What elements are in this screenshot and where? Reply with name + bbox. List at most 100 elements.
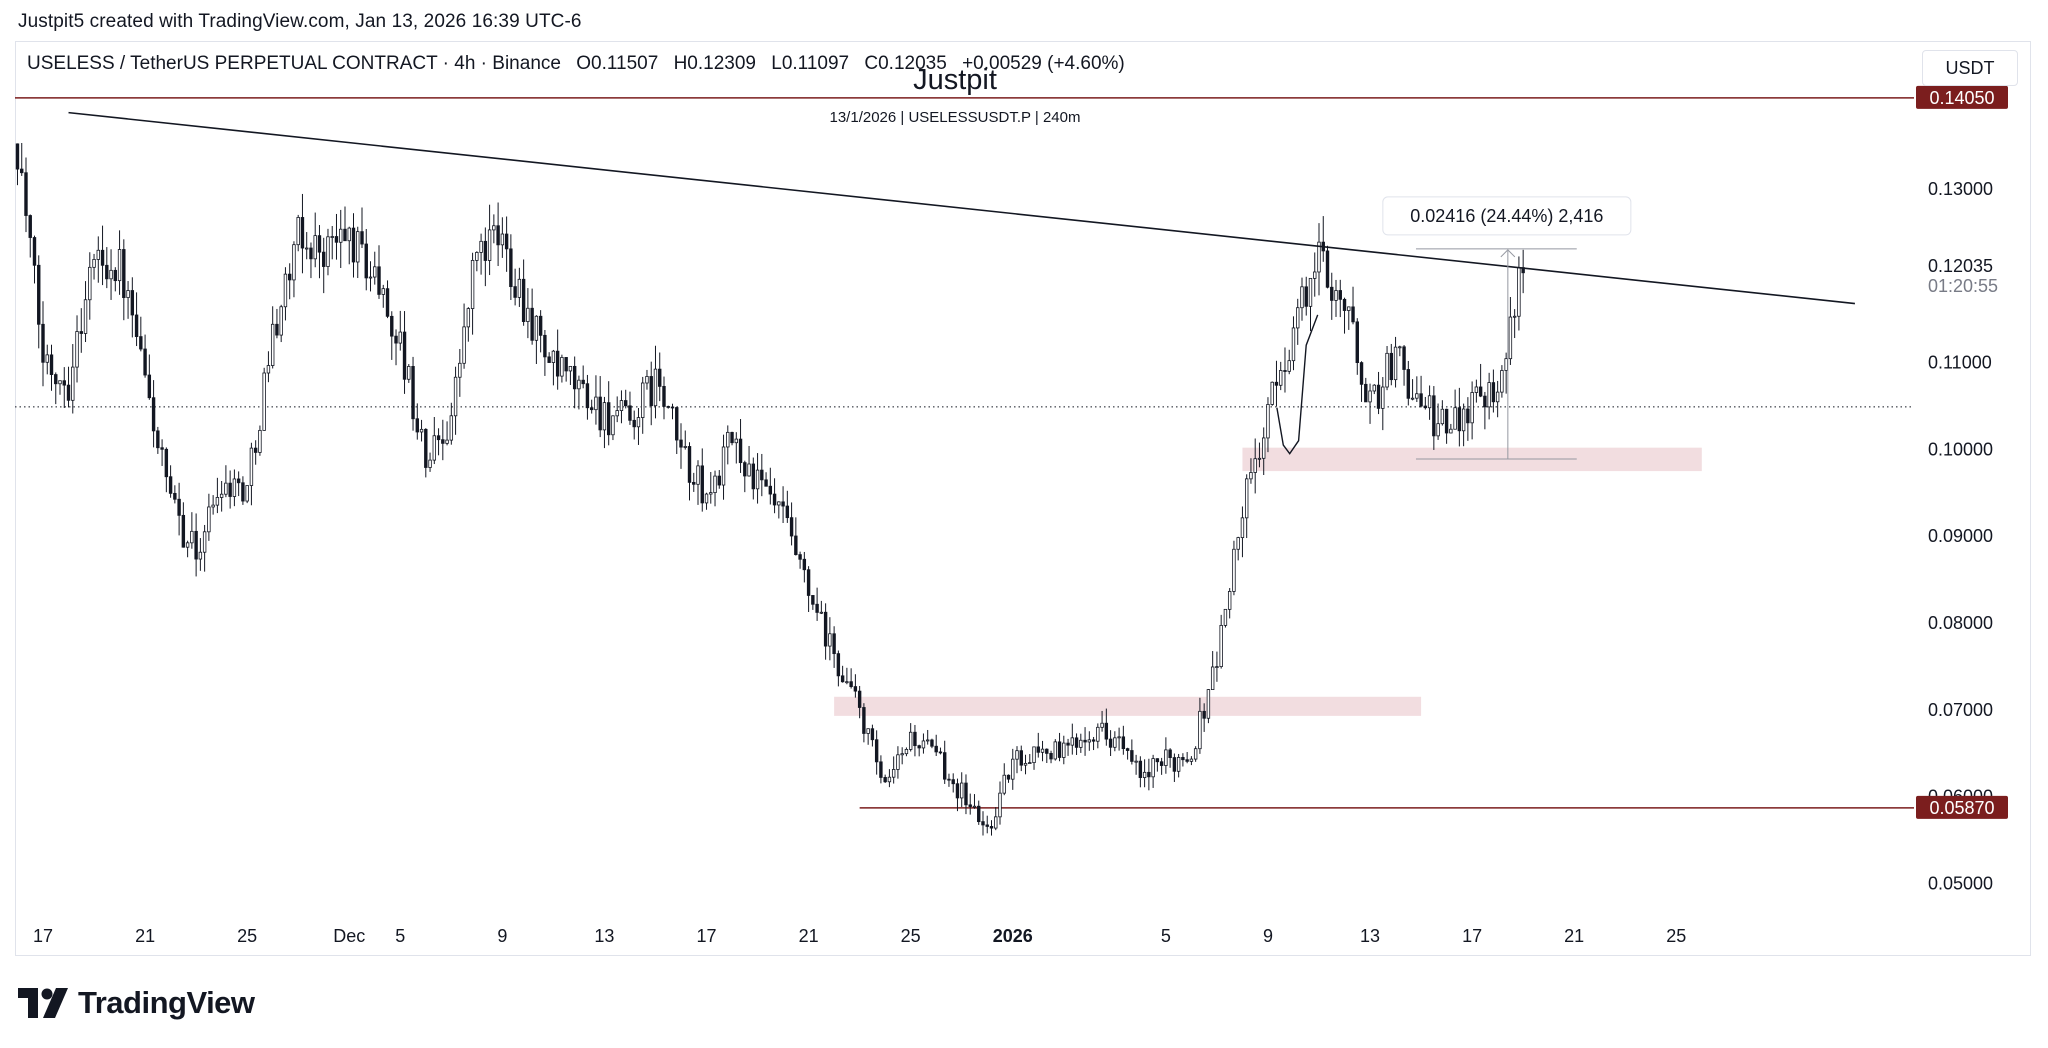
candle[interactable] [747, 445, 751, 477]
candle[interactable] [1262, 427, 1266, 476]
candle[interactable] [1164, 737, 1168, 774]
candle[interactable] [368, 261, 373, 292]
candle[interactable] [207, 493, 211, 541]
candle[interactable] [377, 245, 381, 299]
candle[interactable] [1244, 474, 1249, 539]
candle[interactable] [1449, 423, 1453, 434]
candle[interactable] [1104, 708, 1109, 746]
candle[interactable] [547, 352, 551, 363]
candle[interactable] [794, 517, 798, 556]
candle[interactable] [211, 495, 215, 515]
candle[interactable] [960, 772, 964, 808]
candle[interactable] [560, 354, 564, 383]
candle[interactable] [109, 249, 113, 300]
candle[interactable] [117, 230, 122, 295]
candle[interactable] [1100, 710, 1104, 732]
candle[interactable] [453, 366, 458, 435]
candle[interactable] [947, 773, 951, 787]
candle[interactable] [751, 457, 756, 500]
candle[interactable] [177, 482, 181, 536]
candle[interactable] [1500, 365, 1504, 398]
candle[interactable] [122, 239, 126, 321]
candle[interactable] [232, 469, 237, 507]
candle[interactable] [900, 747, 904, 765]
candle[interactable] [322, 237, 326, 294]
candle[interactable] [811, 595, 815, 610]
measure-label-box[interactable] [1382, 196, 1632, 236]
candle[interactable] [45, 344, 49, 375]
candle[interactable] [1440, 400, 1445, 426]
candle[interactable] [317, 225, 322, 279]
candle[interactable] [1138, 756, 1143, 788]
candle[interactable] [692, 472, 696, 492]
candle[interactable] [96, 236, 100, 283]
candle[interactable] [79, 308, 83, 353]
candle[interactable] [823, 603, 828, 660]
candle[interactable] [883, 774, 887, 784]
candle[interactable] [1045, 748, 1049, 764]
candle[interactable] [492, 214, 496, 244]
candle[interactable] [466, 307, 471, 342]
candle[interactable] [649, 361, 653, 426]
candle[interactable] [1308, 277, 1313, 332]
candle[interactable] [743, 460, 747, 493]
candle[interactable] [88, 252, 92, 320]
candle[interactable] [351, 213, 356, 278]
candle[interactable] [1223, 608, 1228, 628]
candle[interactable] [1457, 387, 1462, 447]
candle[interactable] [241, 476, 245, 505]
candle[interactable] [402, 311, 407, 394]
candle[interactable] [1432, 386, 1436, 450]
candle[interactable] [1364, 377, 1368, 403]
candle[interactable] [1478, 363, 1483, 398]
candle[interactable] [1368, 383, 1372, 424]
candle[interactable] [105, 247, 109, 289]
candle[interactable] [870, 724, 875, 747]
candle[interactable] [1125, 747, 1130, 760]
candle[interactable] [998, 781, 1002, 825]
candle[interactable] [772, 478, 777, 514]
candle[interactable] [985, 815, 989, 834]
candle[interactable] [994, 807, 998, 831]
candle[interactable] [347, 226, 351, 265]
candle[interactable] [658, 352, 662, 402]
candle[interactable] [1215, 651, 1219, 682]
candle[interactable] [1266, 397, 1270, 453]
candle[interactable] [628, 391, 632, 425]
candle[interactable] [1410, 379, 1415, 401]
candle[interactable] [891, 756, 896, 784]
candle[interactable] [1240, 506, 1245, 558]
candle[interactable] [151, 380, 156, 448]
candle[interactable] [1504, 352, 1508, 394]
candle[interactable] [934, 734, 938, 756]
candle[interactable] [1130, 739, 1134, 765]
candle[interactable] [487, 204, 492, 276]
candle[interactable] [185, 540, 190, 558]
candle[interactable] [190, 512, 194, 549]
candle[interactable] [687, 442, 692, 501]
candle[interactable] [598, 376, 602, 438]
candle[interactable] [32, 235, 37, 284]
candle[interactable] [1108, 730, 1113, 756]
candle[interactable] [1402, 345, 1406, 386]
candle[interactable] [887, 769, 892, 788]
candle[interactable] [1270, 381, 1274, 406]
candle[interactable] [1168, 748, 1172, 768]
candle[interactable] [1232, 540, 1236, 596]
level-price-badge[interactable] [1916, 795, 2008, 819]
candle[interactable] [504, 216, 509, 272]
candle[interactable] [645, 369, 649, 390]
candle[interactable] [1347, 306, 1351, 330]
candle[interactable] [1376, 371, 1381, 415]
candle[interactable] [1189, 756, 1194, 766]
candle[interactable] [951, 773, 955, 793]
candle[interactable] [1147, 758, 1151, 791]
candle[interactable] [551, 349, 556, 386]
descending-trendline[interactable] [68, 111, 1856, 305]
candle[interactable] [1083, 727, 1087, 756]
candle[interactable] [828, 617, 832, 661]
candle[interactable] [734, 432, 738, 464]
candle[interactable] [840, 665, 845, 683]
candle[interactable] [619, 390, 624, 424]
candle[interactable] [126, 281, 130, 319]
